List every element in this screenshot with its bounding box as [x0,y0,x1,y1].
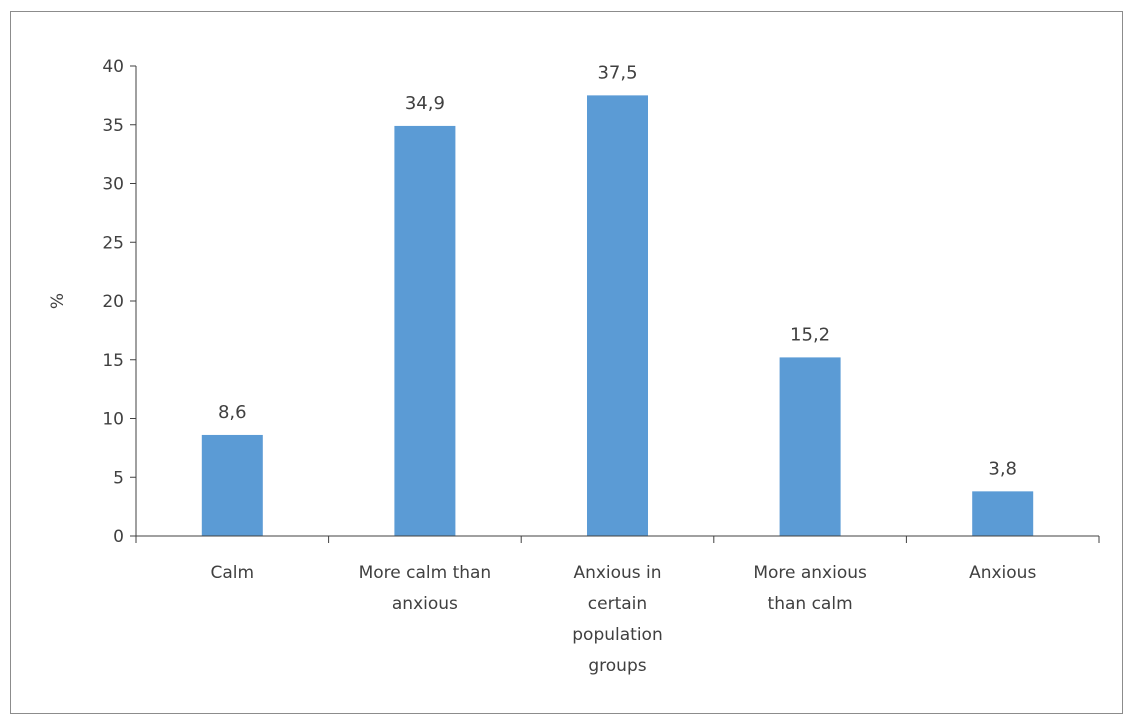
data-labels: 8,6 34,9 37,5 15,2 3,8 [218,62,1017,479]
bar [587,95,648,536]
y-tick-label: 35 [102,116,124,136]
bar [394,125,456,537]
bar [779,357,841,536]
x-category-label-line: Anxious [969,563,1036,583]
y-tick-label: 25 [102,233,124,253]
y-axis-title: % [48,293,68,309]
y-tick-label: 10 [102,410,124,430]
y-tick-label: 20 [102,292,124,312]
data-label: 34,9 [405,93,445,114]
data-label: 8,6 [218,402,247,423]
bar [972,491,1034,536]
x-category-label: Calm [211,563,255,583]
x-category-label-line: Calm [211,563,255,583]
x-category-label-line: population [572,625,662,645]
y-tick-label: 40 [102,57,124,77]
bars [201,95,1034,537]
x-category-label: Anxious in certain population groups [572,563,662,676]
bar-chart: 0 5 10 15 20 25 30 35 40 8,6 34,9 37,5 15,2 3,8 Calm… [48,57,1100,676]
axes [135,66,1100,543]
y-tick-label: 5 [113,468,124,488]
x-category-label-line: anxious [392,594,458,614]
x-category-label-line: More calm than [359,563,492,583]
data-label: 3,8 [988,458,1017,479]
x-category-label: Anxious [969,563,1036,583]
data-label: 37,5 [597,62,637,83]
y-tick-label: 15 [102,351,124,371]
bar [201,434,263,536]
x-category-label: More anxious than calm [753,563,867,614]
x-category-label: More calm than anxious [359,563,492,614]
x-category-label-line: More anxious [753,563,867,583]
chart-frame: 0 5 10 15 20 25 30 35 40 8,6 34,9 37,5 15,2 3,8 Calm… [10,11,1123,714]
x-category-label-line: than calm [768,594,853,614]
y-axis-ticks: 0 5 10 15 20 25 30 35 40 [102,57,136,547]
data-label: 15,2 [790,324,830,345]
x-category-label-line: certain [588,594,647,614]
x-category-label-line: groups [588,656,646,676]
x-category-label-line: Anxious in [573,563,661,583]
y-tick-label: 0 [113,527,124,547]
category-labels: Calm More calm than anxious Anxious in certa… [211,563,1037,676]
y-tick-label: 30 [102,175,124,195]
